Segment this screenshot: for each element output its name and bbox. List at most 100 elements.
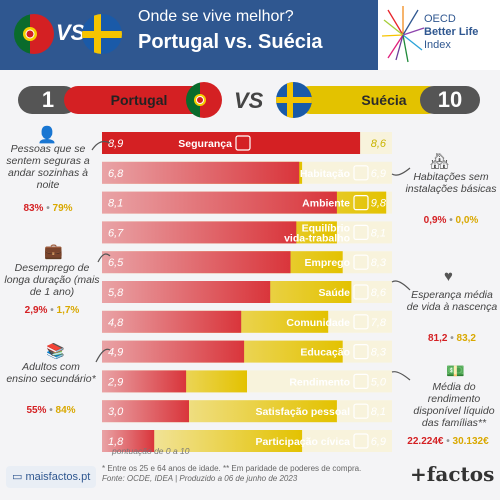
bar-portugal	[102, 191, 337, 214]
education-se: 84%	[55, 405, 76, 416]
scale-note: pontuação de 0 a 10	[112, 446, 190, 456]
suecia-name-pill: Suécia	[296, 86, 442, 114]
portugal-name: Portugal	[110, 92, 168, 108]
bar-portugal	[102, 400, 189, 423]
value-portugal: 6,7	[108, 227, 124, 239]
bar-portugal	[102, 340, 245, 363]
category-label: Educação	[300, 347, 350, 359]
life-pt: 81,2	[427, 333, 448, 344]
pointer-arrow	[391, 371, 411, 381]
bar-portugal	[102, 281, 271, 303]
safety-note: Pessoas que se sentem seguras a andar so…	[6, 143, 90, 191]
category-label: Equilíbrio vida-trabalho	[284, 222, 350, 244]
value-portugal: 1,8	[108, 436, 124, 448]
housing-stat: 0,9% • 0,0%	[404, 215, 498, 226]
income-stat: 22.224€ • 30.132€	[396, 436, 500, 447]
value-suecia: 8,6	[371, 287, 387, 299]
sep: •	[49, 405, 53, 416]
sep: •	[450, 333, 454, 344]
site-badge[interactable]: ▭ maisfactos.pt	[6, 466, 96, 488]
category-label: Satisfação pessoal	[255, 406, 350, 418]
value-suecia: 8,6	[371, 138, 387, 150]
category-icon	[353, 433, 369, 449]
education-note: Adultos com ensino secundário*	[6, 361, 96, 385]
header-vs: VS	[56, 20, 86, 45]
category-icon	[353, 254, 369, 270]
bar-portugal	[102, 251, 291, 274]
life-se: 83,2	[456, 333, 476, 344]
category-icon	[353, 403, 369, 419]
category-icon	[353, 224, 369, 240]
sweden-flag-icon	[82, 14, 122, 54]
bar-portugal	[102, 310, 242, 333]
pointer-arrow	[97, 253, 111, 263]
value-portugal: 5,8	[108, 287, 124, 299]
pointer-arrow	[391, 167, 411, 176]
value-suecia: 9,8	[371, 198, 387, 210]
value-suecia: 8,1	[371, 227, 386, 239]
site-icon: ▭	[12, 471, 26, 483]
oecd-logo	[378, 0, 500, 70]
footnote-2: Fonte: OCDE, IDEA | Produzido a 06 de ju…	[102, 474, 298, 483]
header-question: Onde se vive melhor?	[138, 8, 294, 25]
housing-note: Habitações sem instalações básicas	[405, 171, 497, 195]
suecia-score: 10	[420, 86, 480, 114]
value-portugal: 4,9	[108, 347, 123, 359]
category-icon	[235, 135, 251, 151]
category-label: Rendimento	[289, 376, 350, 388]
value-suecia: 8,3	[371, 347, 387, 359]
life-stat: 81,2 • 83,2	[404, 333, 500, 344]
pointer-arrow	[91, 140, 111, 151]
sep: •	[46, 203, 50, 214]
sweden-flag-small-icon	[276, 82, 312, 118]
safety-stat: 83% • 79%	[2, 203, 94, 214]
unemployment-stat: 2,9% • 1,7%	[4, 305, 100, 316]
brand-logo: +factos	[410, 462, 495, 486]
score-vs: VS	[234, 88, 264, 113]
value-portugal: 8,9	[108, 138, 123, 150]
unemployment-note: Desemprego de longa duração (mais de 1 a…	[4, 262, 100, 298]
category-label: Comunidade	[286, 317, 350, 329]
pointer-arrow	[95, 348, 111, 363]
income-note: Média do rendimento disponível líquido d…	[413, 381, 495, 429]
value-portugal: 6,5	[108, 257, 124, 269]
value-suecia: 6,9	[371, 436, 386, 448]
sep: •	[446, 436, 450, 447]
oecd-logo-text: OECD Better Life Index	[424, 13, 478, 52]
safety-se: 79%	[52, 203, 73, 214]
value-portugal: 3,0	[108, 406, 124, 418]
books-icon: 📚	[46, 343, 65, 360]
value-suecia: 8,1	[371, 406, 386, 418]
suecia-name: Suécia	[361, 92, 407, 108]
category-label: Emprego	[304, 257, 350, 269]
money-icon: 💵	[446, 363, 465, 380]
pointer-arrow	[391, 280, 411, 291]
sep: •	[449, 215, 453, 226]
life-note: Esperança média de vida à nascença	[406, 289, 498, 313]
housing-icon: 🏘	[430, 153, 450, 170]
value-portugal: 8,1	[108, 198, 123, 210]
unemployment-pt: 2,9%	[24, 305, 48, 316]
briefcase-icon: 💼	[44, 243, 63, 260]
header-title: Portugal vs. Suécia	[138, 31, 323, 53]
category-label: Participação cívica	[255, 436, 350, 448]
category-icon	[353, 165, 369, 181]
footer-notes: * Entre os 25 e 64 anos de idade. ** Em …	[102, 464, 361, 484]
value-suecia: 7,8	[371, 317, 387, 329]
category-icon	[353, 284, 369, 300]
unemployment-se: 1,7%	[56, 305, 80, 316]
bar-portugal	[102, 370, 187, 393]
category-icon	[353, 195, 369, 211]
bar-portugal	[102, 221, 297, 244]
category-icon	[353, 314, 369, 330]
bar-portugal	[102, 430, 155, 452]
category-icon	[353, 344, 369, 360]
category-label: Segurança	[178, 138, 232, 150]
oecd-line-1: OECD	[424, 13, 456, 25]
education-stat: 55% • 84%	[6, 405, 96, 416]
category-label: Saúde	[318, 287, 350, 299]
education-pt: 55%	[26, 405, 47, 416]
sep: •	[50, 305, 54, 316]
safety-icon: 👤	[37, 127, 57, 144]
